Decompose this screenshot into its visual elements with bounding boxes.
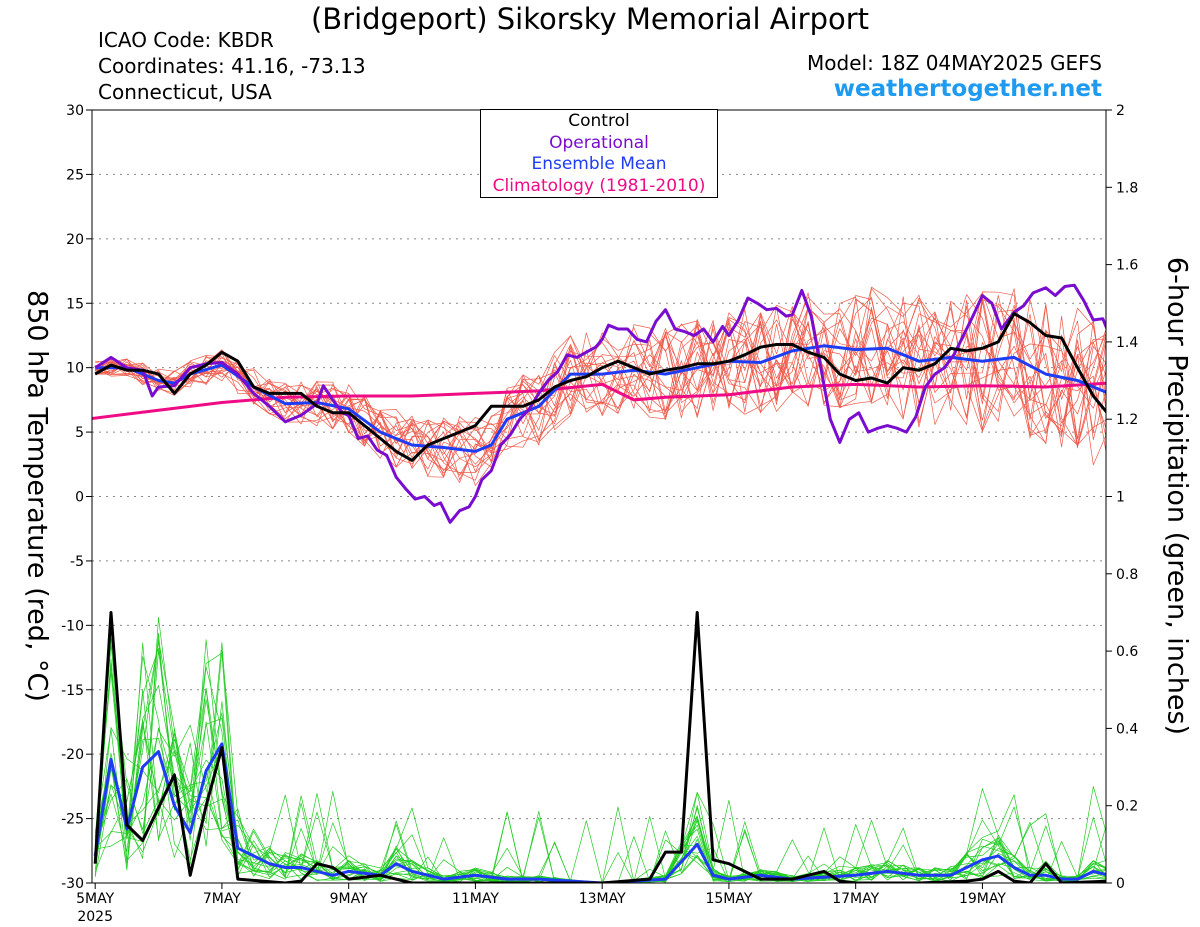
temp-control-line xyxy=(94,312,1106,462)
coordinates: Coordinates: 41.16, -73.13 xyxy=(98,54,366,78)
y2-tick-label: 1 xyxy=(1116,490,1125,506)
legend-climatology: Climatology (1981-2010) xyxy=(492,175,706,196)
y-tick-label: 10 xyxy=(66,361,84,377)
temp-member-line xyxy=(95,299,1106,476)
y2-tick-label: 0.8 xyxy=(1116,567,1138,583)
y-tick-label: -10 xyxy=(61,618,84,634)
legend: Control Operational Ensemble Mean Climat… xyxy=(480,109,718,198)
precip-mean-line xyxy=(93,742,1106,883)
legend-mean: Ensemble Mean xyxy=(531,154,667,174)
x-tick-label: 17MAY xyxy=(832,891,879,907)
plot-area xyxy=(92,283,1106,883)
y2-tick-label: 0.6 xyxy=(1116,644,1138,660)
model-run: Model: 18Z 04MAY2025 GEFS xyxy=(807,51,1102,75)
y2-tick-label: 0.4 xyxy=(1116,721,1138,737)
y2-tick-label: 2 xyxy=(1116,103,1125,119)
y-axis-label-right: 6-hour Precipitation (green, inches) xyxy=(1161,256,1193,736)
temp-member-line xyxy=(94,299,1106,477)
temp-member-line xyxy=(95,295,1106,469)
legend-control: Control xyxy=(568,111,630,131)
precip-member-line xyxy=(94,632,1106,883)
y2-tick-label: 0 xyxy=(1116,876,1125,892)
site-link[interactable]: weathertogether.net xyxy=(833,76,1102,102)
x-tick-label: 9MAY xyxy=(330,891,368,907)
icao-code: ICAO Code: KBDR xyxy=(98,28,274,52)
x-tick-label: 5MAY xyxy=(76,891,114,907)
y-tick-label: -25 xyxy=(61,812,84,828)
y2-tick-label: 1.6 xyxy=(1116,258,1138,274)
x-tick-label: 7MAY xyxy=(203,891,241,907)
precip-member-line xyxy=(94,699,1106,883)
temp-member-line xyxy=(95,294,1106,468)
x-tick-label: 13MAY xyxy=(579,891,626,907)
y-tick-label: 0 xyxy=(75,490,84,506)
y-axis-label-left: 850 hPa Temperature (red, °C) xyxy=(21,290,53,702)
y2-tick-label: 1.8 xyxy=(1116,180,1138,196)
y-tick-label: -15 xyxy=(61,683,84,699)
x-tick-sublabel: 2025 xyxy=(77,909,113,925)
y-tick-label: -5 xyxy=(70,554,84,570)
x-tick-label: 11MAY xyxy=(452,891,499,907)
y2-tick-label: 1.4 xyxy=(1116,335,1138,351)
y-tick-label: 30 xyxy=(66,103,84,119)
climatology-line xyxy=(92,381,1106,421)
temp-operational-line xyxy=(94,283,1106,524)
y-tick-label: -30 xyxy=(61,876,84,892)
y2-tick-label: 1.2 xyxy=(1116,412,1138,428)
temp-member-line xyxy=(95,311,1106,477)
y2-tick-label: 0.2 xyxy=(1116,799,1138,815)
precip-control-line xyxy=(93,611,1106,883)
y-tick-label: -20 xyxy=(61,747,84,763)
temp-member-line xyxy=(95,294,1106,478)
precip-member-line xyxy=(94,658,1106,883)
x-tick-label: 19MAY xyxy=(959,891,1006,907)
legend-operational: Operational xyxy=(549,132,649,153)
y-tick-label: 25 xyxy=(66,167,84,183)
temp-mean-line xyxy=(95,344,1106,453)
precip-member-line xyxy=(94,719,1106,883)
temp-member-line xyxy=(95,286,1106,473)
chart-title: (Bridgeport) Sikorsky Memorial Airport xyxy=(310,2,870,36)
y-tick-label: 20 xyxy=(66,232,84,248)
y-tick-label: 5 xyxy=(75,425,84,441)
x-tick-label: 15MAY xyxy=(705,891,752,907)
y-tick-label: 15 xyxy=(66,296,84,312)
region: Connecticut, USA xyxy=(98,80,272,104)
